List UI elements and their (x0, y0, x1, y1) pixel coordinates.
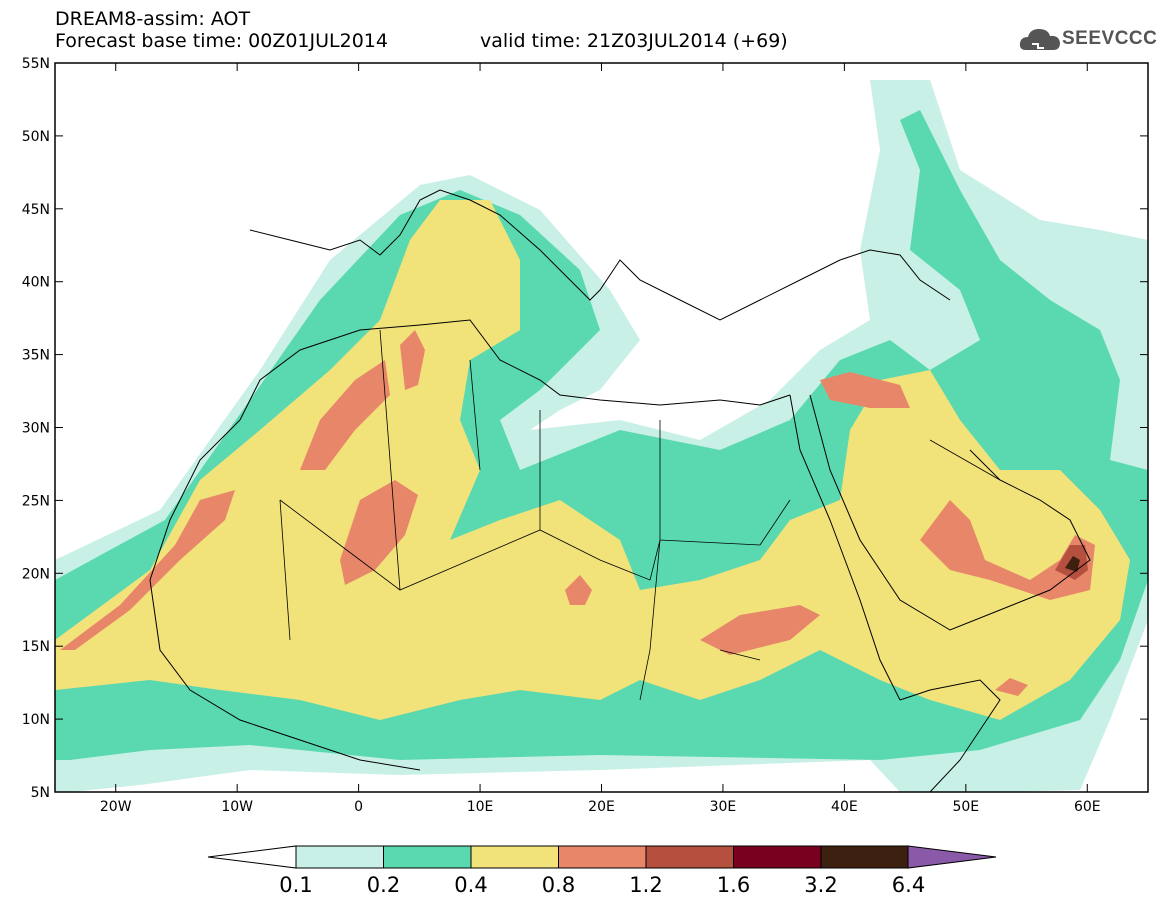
longitude-axis: 20W 10W 0 10E 20E 30E 40E 50E 60E (100, 63, 1101, 815)
coastline-red-sea (789, 394, 901, 701)
coastline-horn (899, 679, 1001, 792)
lon-tick-label: 0 (354, 799, 363, 815)
lon-tick-label: 50E (952, 799, 979, 815)
colorbar-label: 0.2 (367, 873, 400, 897)
lat-tick-label: 50N (22, 129, 50, 145)
lon-tick-label: 10E (467, 799, 494, 815)
colorbar-box (733, 845, 822, 869)
valid-time: valid time: 21Z03JUL2014 (+69) (480, 30, 788, 52)
colorbar-box (383, 845, 472, 869)
colorbar-label: 1.2 (629, 873, 662, 897)
lon-tick-label: 60E (1074, 799, 1101, 815)
lat-tick-label: 10N (22, 712, 50, 728)
colorbar-low-triangle (207, 845, 297, 869)
aot-region-orange (340, 480, 418, 585)
lat-tick-label: 15N (22, 639, 50, 655)
map-title: DREAM8-assim: AOT (55, 8, 251, 30)
colorbar-label: 3.2 (804, 873, 837, 897)
latitude-axis: 55N 50N 45N 40N 35N 30N 25N 20N 15N 10N 5N (22, 56, 1148, 801)
colorbar-box (645, 845, 734, 869)
colorbar-high-triangle (907, 845, 997, 869)
lat-tick-label: 30N (22, 421, 50, 437)
colorbar-box (470, 845, 559, 869)
coastlines (149, 189, 1091, 792)
aot-region-orange (300, 360, 390, 470)
aot-region-orange (565, 575, 592, 605)
colorbar-label: 0.1 (279, 873, 312, 897)
lat-tick-label: 20N (22, 566, 50, 582)
colorbar-box (820, 845, 909, 869)
coastline-europe (249, 189, 951, 321)
colorbar-label: 0.4 (454, 873, 487, 897)
aot-region-orange (60, 490, 235, 650)
cloud-icon (1019, 29, 1060, 50)
coastline-africa-west (149, 419, 421, 771)
coastline-africa-north (239, 319, 791, 421)
colorbar-labels: 0.1 0.2 0.4 0.8 1.2 1.6 3.2 6.4 (279, 873, 925, 897)
aot-fields (55, 80, 1148, 792)
aot-region-yellow (55, 200, 1130, 720)
lat-tick-label: 5N (31, 785, 50, 801)
seevccc-logo: SEEVCCC (1018, 22, 1158, 56)
colorbar-box (295, 845, 384, 869)
colorbar-box (558, 845, 647, 869)
aot-region-orange (700, 605, 820, 655)
lon-tick-label: 40E (831, 799, 858, 815)
lat-tick-label: 35N (22, 348, 50, 364)
aot-region-orange (920, 500, 1095, 600)
colorbar-label: 0.8 (542, 873, 575, 897)
border-lines (279, 329, 1001, 701)
colorbar-label: 6.4 (892, 873, 925, 897)
aot-region-maroon (1065, 556, 1080, 572)
forecast-base-time: Forecast base time: 00Z01JUL2014 (55, 30, 388, 52)
lat-tick-label: 25N (22, 493, 50, 509)
lon-tick-label: 20W (100, 799, 132, 815)
colorbar-boxes (295, 845, 909, 869)
lon-tick-label: 20E (588, 799, 615, 815)
coastline-arabia (809, 394, 1091, 631)
lon-tick-label: 10W (221, 799, 253, 815)
aot-region-orange (400, 330, 425, 390)
aot-region-orange (995, 678, 1028, 696)
lat-tick-label: 40N (22, 275, 50, 291)
lon-tick-label: 30E (710, 799, 737, 815)
lat-tick-label: 45N (22, 202, 50, 218)
lat-tick-label: 55N (22, 56, 50, 72)
colorbar-label: 1.6 (717, 873, 750, 897)
logo-text: SEEVCCC (1062, 28, 1158, 49)
aot-region-orange (820, 372, 910, 408)
